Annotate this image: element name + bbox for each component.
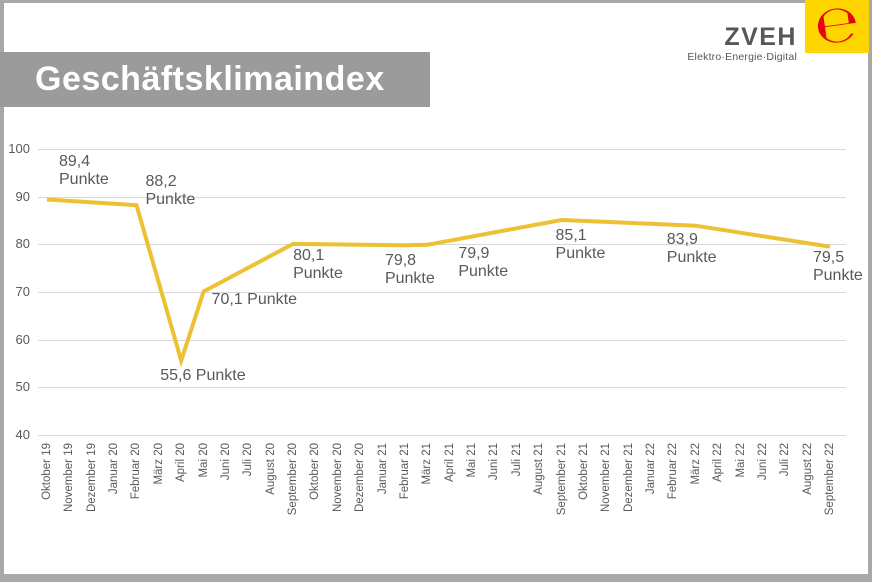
x-axis-label: Mai 20: [197, 443, 210, 478]
x-axis-label: November 20: [331, 443, 344, 513]
data-label: 85,1 Punkte: [555, 227, 606, 263]
frame-border-top: [0, 0, 872, 3]
x-axis-label: Februar 21: [398, 443, 411, 500]
y-axis-label: 100: [8, 141, 30, 156]
frame-border-bottom: [0, 574, 872, 582]
x-axis-label: April 21: [443, 443, 456, 482]
x-axis-label: September 22: [823, 443, 836, 516]
zveh-logo: ZVEH Elektro·Energie·Digital: [687, 24, 797, 63]
data-label: 88,2 Punkte: [145, 173, 196, 209]
data-label: 83,9 Punkte: [666, 230, 717, 266]
brand-tagline: Elektro·Energie·Digital: [687, 51, 797, 63]
x-axis-label: September 20: [287, 443, 300, 516]
x-axis-label: März 20: [152, 443, 165, 485]
trend-line: [46, 197, 831, 368]
x-axis-label: August 21: [533, 443, 546, 495]
x-axis-label: November 19: [63, 443, 76, 513]
x-axis-label: Juni 22: [756, 443, 769, 481]
x-axis-label: Juni 20: [219, 443, 232, 481]
x-axis-label: Juli 21: [510, 443, 523, 477]
x-axis-label: Dezember 20: [354, 443, 367, 513]
x-axis-label: Dezember 19: [85, 443, 98, 513]
x-axis-label: Oktober 20: [309, 443, 322, 500]
x-axis-label: Juni 21: [488, 443, 501, 481]
data-label: 79,5 Punkte: [812, 248, 863, 284]
y-axis-label: 50: [15, 379, 30, 395]
x-axis-label: November 21: [600, 443, 613, 513]
data-label: 79,9 Punkte: [458, 244, 509, 280]
y-axis-label: 90: [15, 188, 30, 204]
y-axis-label: 40: [15, 427, 30, 442]
title-banner: Geschäftsklimaindex: [0, 52, 430, 107]
x-axis-label: Januar 21: [376, 443, 389, 495]
x-axis-label: Juli 20: [242, 443, 255, 477]
data-label: 89,4 Punkte: [59, 152, 109, 188]
frame-border-right: [868, 0, 872, 582]
data-label: 80,1 Punkte: [293, 246, 343, 282]
x-axis-label: Januar 22: [645, 443, 658, 495]
x-axis-label: April 20: [175, 443, 188, 482]
x-axis-label: August 22: [801, 443, 814, 495]
y-axis-label: 80: [15, 236, 30, 252]
brand-wordmark: ZVEH: [724, 23, 797, 51]
page-title: Geschäftsklimaindex: [35, 60, 385, 98]
data-label: 55,6 Punkte: [160, 366, 246, 384]
x-axis-label: Mai 21: [466, 443, 479, 478]
data-label: 79,8 Punkte: [384, 252, 435, 288]
x-axis-label: März 22: [689, 443, 702, 485]
x-axis-label: August 20: [264, 443, 277, 495]
logo-mark: ℮: [805, 0, 869, 53]
x-axis-label: Dezember 21: [622, 443, 635, 513]
frame-border-left: [0, 0, 4, 582]
x-axis-label: Februar 22: [667, 443, 680, 500]
x-axis-label: Juli 22: [779, 443, 792, 477]
x-axis-label: März 21: [421, 443, 434, 485]
x-axis-label: April 22: [712, 443, 725, 482]
x-axis-label: Januar 20: [108, 443, 121, 495]
x-axis-label: Mai 22: [734, 443, 747, 478]
x-axis-label: Februar 20: [130, 443, 143, 500]
y-axis-label: 70: [15, 284, 30, 299]
x-axis-label: Oktober 21: [577, 443, 590, 500]
y-axis-label: 60: [15, 331, 30, 347]
data-label: 70,1 Punkte: [211, 290, 297, 308]
x-axis-label: September 21: [555, 443, 568, 516]
x-axis-label: Oktober 19: [41, 443, 53, 500]
